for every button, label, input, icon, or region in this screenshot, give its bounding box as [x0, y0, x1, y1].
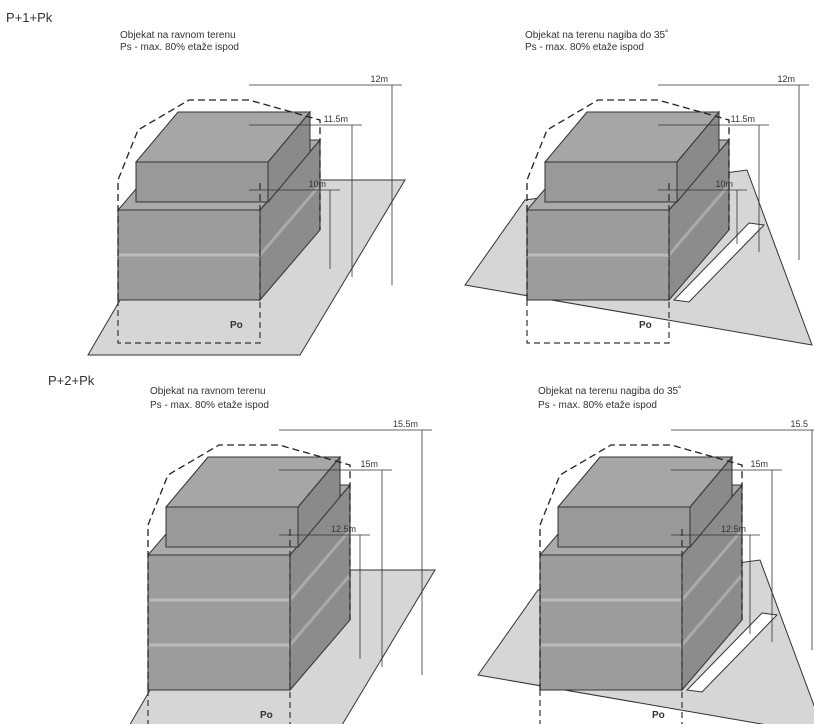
basement-outline	[147, 690, 291, 724]
note: Ps - max. 80% etaže ispod	[538, 400, 657, 411]
floor-line	[680, 529, 744, 601]
dimension-label: 12.5m	[721, 524, 746, 534]
note: Ps - max. 80% etaže ispod	[120, 42, 239, 53]
dimension-label: 15.5m	[393, 419, 418, 429]
envelope	[147, 444, 351, 690]
dimension-label: 12m	[777, 74, 795, 84]
attic-front	[557, 506, 691, 548]
attic-top	[164, 456, 342, 508]
caption: Objekat na ravnom terenu	[150, 386, 266, 397]
front-face	[147, 554, 291, 691]
section-title: P+1+Pk	[6, 10, 53, 25]
basement-outline	[539, 690, 683, 724]
dimension-label: 10m	[308, 179, 326, 189]
attic-front	[165, 506, 299, 548]
attic-front	[135, 161, 269, 203]
section-title: P+2+Pk	[48, 373, 95, 388]
note: Ps - max. 80% etaže ispod	[150, 400, 269, 411]
floor-line	[680, 574, 744, 646]
basement-label: Po	[639, 320, 652, 331]
note: Ps - max. 80% etaže ispod	[525, 42, 644, 53]
attic-top	[134, 111, 312, 163]
floor-line	[288, 574, 352, 646]
dimension-label: 12m	[370, 74, 388, 84]
dimension-label: 15m	[750, 459, 768, 469]
dimension-label: 12.5m	[331, 524, 356, 534]
dimension-label: 15.5	[790, 419, 808, 429]
basement-label: Po	[260, 710, 273, 721]
basement-outline	[526, 300, 670, 344]
caption: Objekat na ravnom terenu	[120, 30, 236, 41]
floor-line	[288, 529, 352, 601]
dimension-label: 11.5m	[731, 114, 755, 124]
caption: Objekat na terenu nagiba do 35˚	[525, 29, 668, 41]
attic-top	[543, 111, 721, 163]
attic-top	[556, 456, 734, 508]
basement-outline	[117, 300, 261, 344]
caption: Objekat na terenu nagiba do 35˚	[538, 385, 681, 397]
retaining-wall	[672, 222, 766, 303]
dimension-label: 10m	[715, 179, 733, 189]
envelope	[117, 99, 321, 300]
attic-front	[544, 161, 678, 203]
envelope	[526, 99, 730, 300]
retaining-wall	[685, 612, 779, 693]
floor-line	[667, 184, 731, 256]
dimension-label: 11.5m	[324, 114, 348, 124]
floor-line	[258, 184, 322, 256]
dimension-label: 15m	[360, 459, 378, 469]
basement-label: Po	[230, 320, 243, 331]
basement-label: Po	[652, 710, 665, 721]
envelope	[539, 444, 743, 690]
front-face	[539, 554, 683, 691]
